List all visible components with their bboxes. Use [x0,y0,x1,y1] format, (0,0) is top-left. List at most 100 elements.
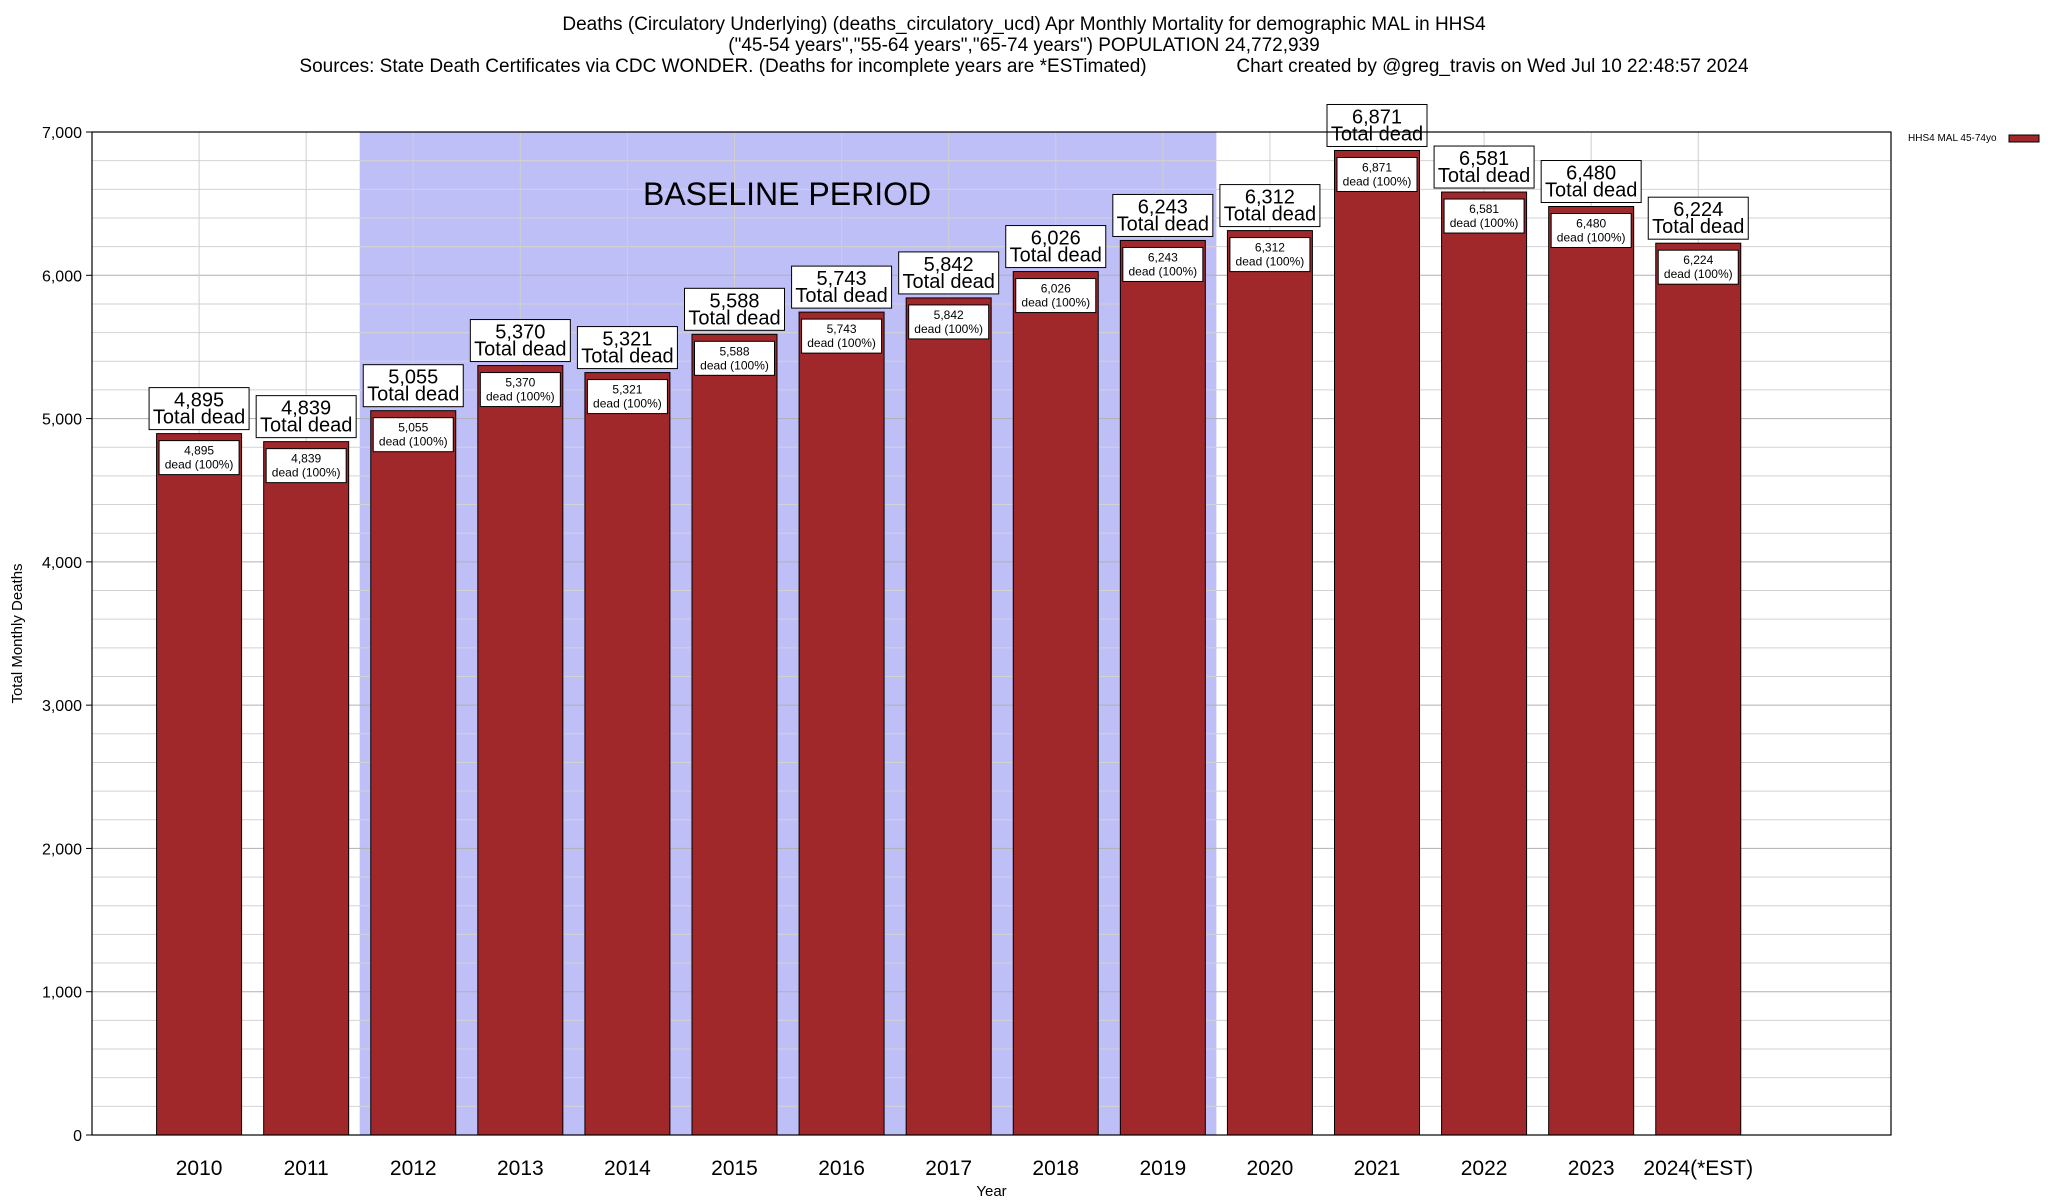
inner-value-label: 5,321 [612,383,642,397]
x-tick-label: 2020 [1247,1157,1294,1180]
legend-label: HHS4 MAL 45-74yo [1908,133,1997,144]
total-dead-label: Total dead [795,285,887,307]
total-value-label: 5,370 [495,322,545,344]
total-value-label: 6,871 [1352,106,1402,128]
inner-label-box [158,440,240,476]
total-dead-label: Total dead [1010,245,1102,267]
bar [1441,191,1528,1136]
total-value-label: 6,243 [1138,196,1188,218]
y-axis-label: Total Monthly Deaths [9,563,26,703]
total-label-box [1112,193,1214,237]
bar [1334,149,1420,1136]
total-value-label: 4,839 [281,398,331,420]
bar [1548,206,1635,1136]
inner-value-label: 6,026 [1041,282,1071,296]
inner-dead-label: dead (100%) [1450,216,1519,230]
inner-dead-label: dead (100%) [1128,264,1197,278]
total-dead-label: Total dead [581,346,673,368]
inner-label-box [265,448,347,484]
inner-dead-label: dead (100%) [272,466,341,480]
inner-label-box [1015,278,1097,314]
inner-dead-label: dead (100%) [165,458,234,472]
y-tick-label: 1,000 [42,985,82,1002]
total-value-label: 6,026 [1031,228,1081,250]
inner-label-box [479,372,561,408]
total-value-label: 6,224 [1673,199,1723,221]
y-tick-label: 5,000 [42,412,82,429]
inner-value-label: 4,839 [291,452,321,466]
inner-dead-label: dead (100%) [1664,267,1733,281]
inner-label-box [1229,237,1311,273]
chart-title-line3: Sources: State Death Certificates via CD… [299,56,1749,77]
total-dead-label: Total dead [903,271,995,293]
inner-label-box [1550,213,1632,249]
total-dead-label: Total dead [1545,180,1637,202]
inner-value-label: 5,370 [505,376,535,390]
inner-label-box [908,304,990,340]
inner-label-box [1657,249,1739,285]
total-value-label: 6,312 [1245,187,1295,209]
total-dead-label: Total dead [1117,213,1209,235]
chart-title-line1: Deaths (Circulatory Underlying) (deaths_… [562,14,1486,35]
total-dead-label: Total dead [153,407,245,429]
x-tick-label: 2016 [818,1157,865,1180]
x-tick-label: 2013 [497,1157,544,1180]
inner-value-label: 6,480 [1576,217,1606,231]
bar [1226,230,1313,1136]
total-dead-label: Total dead [688,307,780,329]
total-label-box [576,326,678,370]
chart-titles: Deaths (Circulatory Underlying) (deaths_… [0,14,2048,77]
bar [1012,271,1099,1136]
inner-value-label: 5,743 [827,322,857,336]
total-dead-label: Total dead [1438,165,1530,187]
total-label-box [362,364,464,408]
total-label-box [469,319,571,363]
total-label-box [1219,184,1321,228]
total-value-label: 5,055 [388,367,438,389]
y-tick-label: 4,000 [42,555,82,572]
x-tick-label: 2019 [1139,1157,1186,1180]
inner-value-label: 5,588 [719,344,749,358]
x-tick-label: 2022 [1461,1157,1508,1180]
bar [1119,239,1206,1136]
y-tick-label: 0 [73,1128,82,1145]
bar [370,410,457,1136]
x-tick-label: 2018 [1032,1157,1079,1180]
inner-dead-label: dead (100%) [1557,231,1626,245]
total-dead-label: Total dead [1224,204,1316,226]
x-tick-label: 2012 [390,1157,437,1180]
y-tick-label: 6,000 [42,268,82,285]
total-value-label: 6,581 [1459,148,1509,170]
bar [477,365,564,1136]
bar [263,441,350,1136]
total-value-label: 5,588 [709,290,759,312]
total-value-label: 5,842 [924,254,974,276]
total-value-label: 5,321 [602,329,652,351]
bar [1655,242,1742,1136]
inner-label-box [694,340,775,376]
inner-value-label: 4,895 [184,444,214,458]
x-tick-label: 2023 [1568,1157,1615,1180]
total-label-box [1326,103,1428,147]
total-dead-label: Total dead [474,339,566,361]
inner-value-label: 5,055 [398,421,428,435]
total-dead-label: Total dead [1331,123,1423,145]
inner-value-label: 5,842 [934,308,964,322]
inner-label-box [586,379,668,415]
inner-dead-label: dead (100%) [593,397,662,411]
inner-value-label: 6,312 [1255,241,1285,255]
total-label-box [148,387,250,431]
x-axis-label: Year [976,1183,1006,1200]
inner-dead-label: dead (100%) [1236,255,1305,269]
bar [584,372,671,1136]
total-label-box [684,287,785,331]
inner-value-label: 6,581 [1469,202,1499,216]
total-value-label: 5,743 [817,268,867,290]
y-tick-label: 3,000 [42,698,82,715]
total-value-label: 6,480 [1566,163,1616,185]
total-label-box [898,251,1000,295]
y-tick-label: 2,000 [42,841,82,858]
bar [691,333,778,1136]
total-label-box [1540,160,1642,204]
